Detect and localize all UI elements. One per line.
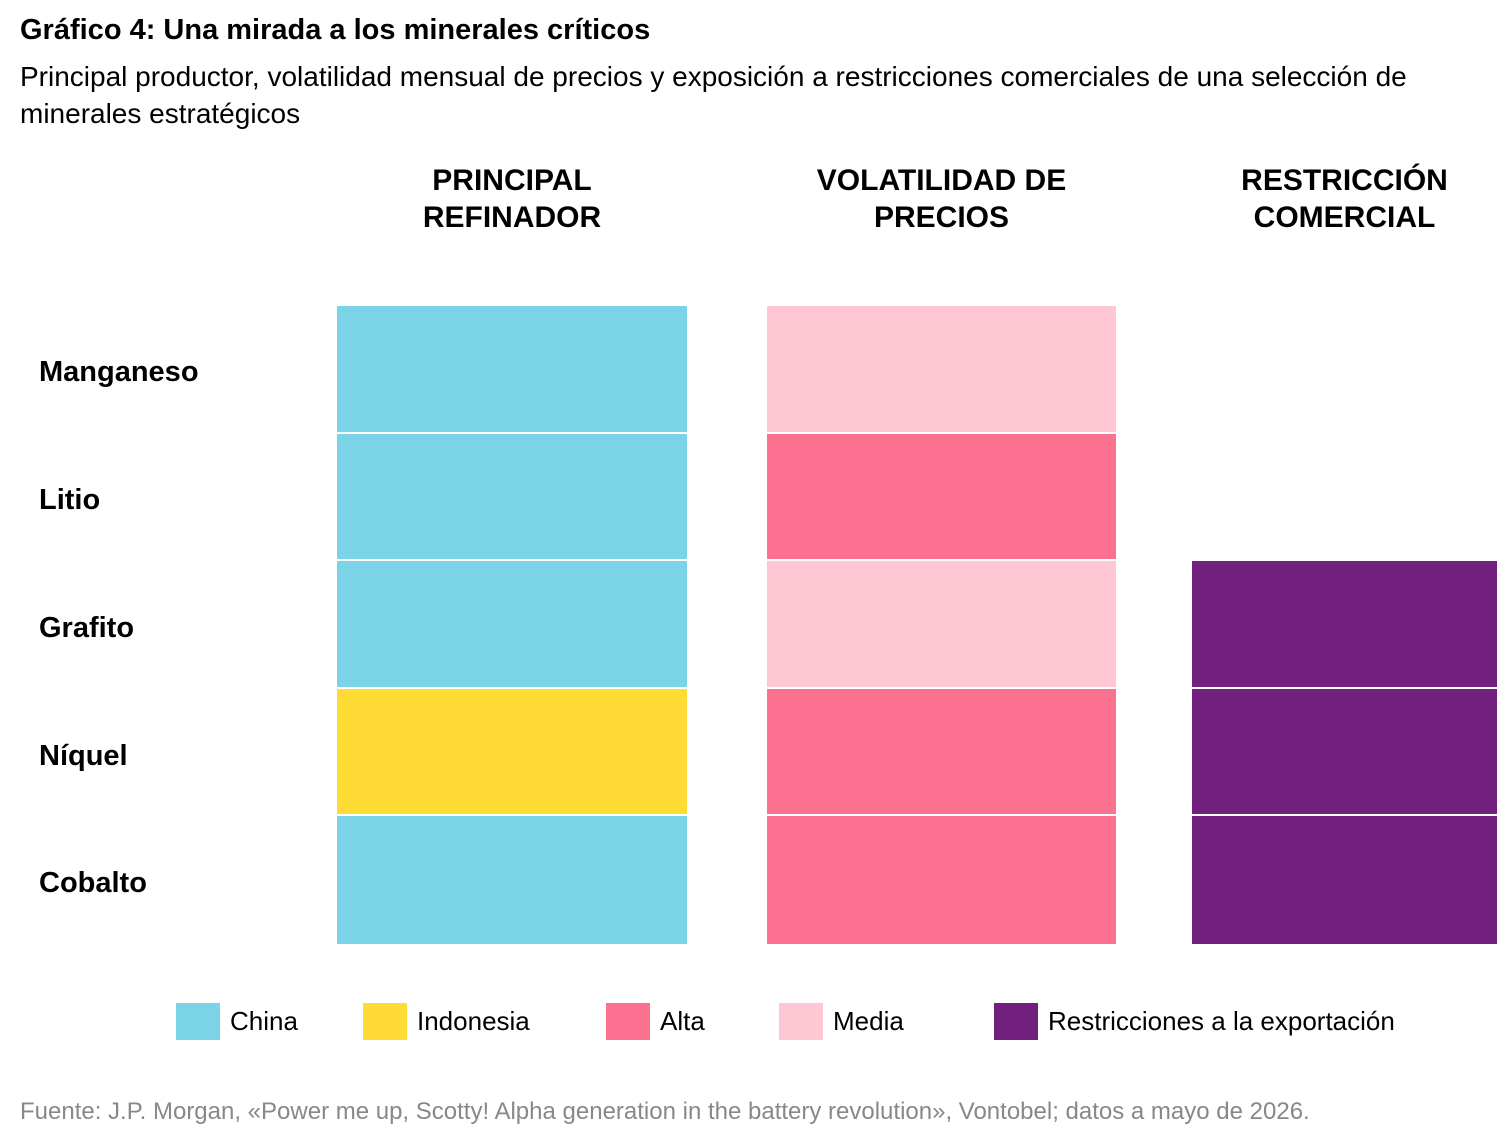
chart-subtitle: Principal productor, volatilidad mensual…	[20, 61, 1407, 129]
row-label-litio: Litio	[39, 484, 101, 516]
legend-item-restricciones: Restricciones a la exportación	[994, 1003, 1395, 1040]
column-header-volatilidad: VOLATILIDAD DE PRECIOS	[816, 164, 1067, 234]
legend-label-media: Media	[833, 1006, 904, 1036]
cell-volatilidad-litio	[767, 434, 1116, 559]
cell-volatilidad-niquel	[767, 689, 1116, 814]
cell-refinador-litio	[337, 434, 687, 559]
legend-swatch-media	[779, 1003, 823, 1040]
legend-label-indonesia: Indonesia	[417, 1006, 530, 1036]
legend-label-china: China	[230, 1006, 298, 1036]
cell-refinador-manganeso	[337, 306, 687, 432]
column-header-refinador: PRINCIPAL REFINADOR	[422, 164, 602, 234]
cell-volatilidad-manganeso	[767, 306, 1116, 432]
cell-restriccion-grafito	[1192, 561, 1497, 687]
cell-volatilidad-grafito	[767, 561, 1116, 687]
cell-volatilidad-cobalto	[767, 816, 1116, 944]
legend-item-china: China	[176, 1003, 298, 1040]
legend-swatch-indonesia	[363, 1003, 407, 1040]
legend-label-restricciones: Restricciones a la exportación	[1048, 1006, 1395, 1036]
cell-restriccion-cobalto	[1192, 816, 1497, 944]
legend-item-media: Media	[779, 1003, 904, 1040]
cell-restriccion-niquel	[1192, 689, 1497, 814]
cell-refinador-grafito	[337, 561, 687, 687]
cell-refinador-cobalto	[337, 816, 687, 944]
column-header-restriccion: RESTRICCIÓN COMERCIAL	[1241, 164, 1448, 234]
legend-swatch-china	[176, 1003, 220, 1040]
row-label-grafito: Grafito	[39, 612, 135, 644]
chart-title: Gráfico 4: Una mirada a los minerales cr…	[20, 14, 651, 46]
row-label-manganeso: Manganeso	[39, 356, 199, 388]
legend-item-indonesia: Indonesia	[363, 1003, 530, 1040]
legend-item-alta: Alta	[606, 1003, 705, 1040]
legend-label-alta: Alta	[660, 1006, 705, 1036]
row-label-cobalto: Cobalto	[39, 867, 147, 899]
cell-refinador-niquel	[337, 689, 687, 814]
row-label-niquel: Níquel	[39, 740, 128, 772]
legend-swatch-restricciones	[994, 1003, 1038, 1040]
source-note: Fuente: J.P. Morgan, «Power me up, Scott…	[20, 1098, 1310, 1125]
legend-swatch-alta	[606, 1003, 650, 1040]
